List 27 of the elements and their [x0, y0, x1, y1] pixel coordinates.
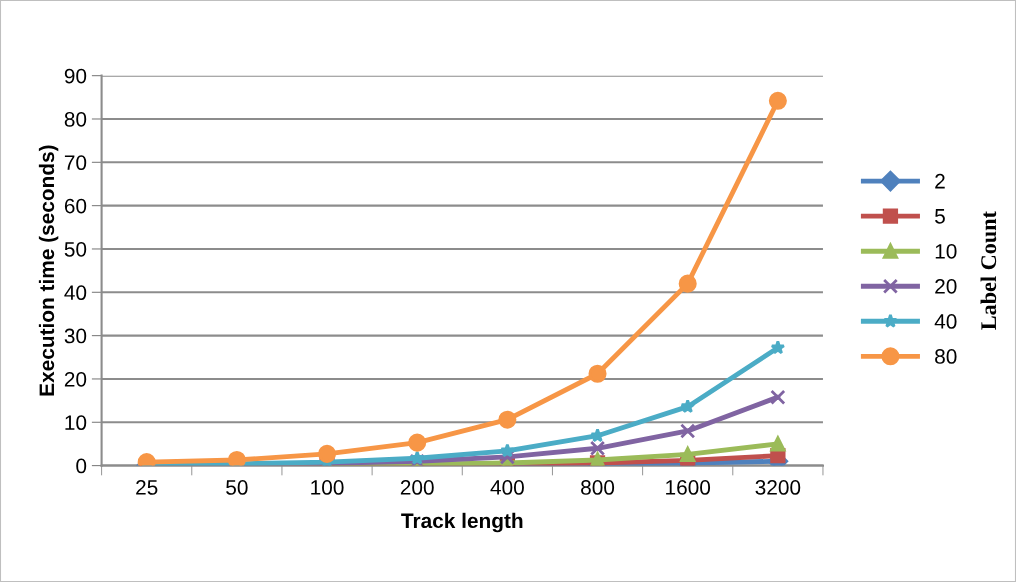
legend-label: 80	[935, 349, 957, 364]
legend-title: Label Count	[980, 211, 997, 330]
x-tick-label: 25	[136, 480, 158, 495]
y-tick-label: 70	[64, 155, 87, 171]
y-tick-label: 10	[65, 415, 87, 431]
y-tick-label: 40	[64, 285, 87, 301]
x-tick-label: 1600	[666, 480, 711, 495]
x-tick-label: 3200	[755, 480, 801, 495]
y-tick-label: 20	[64, 371, 87, 387]
legend-label: 40	[934, 314, 957, 329]
y-tick-label: 90	[64, 68, 87, 84]
legend-label: 5	[935, 209, 945, 224]
y-tick-label: 50	[64, 241, 87, 257]
y-tick-label: 30	[64, 328, 87, 344]
y-tick-label: 80	[64, 111, 87, 127]
y-tick-label: 60	[64, 198, 87, 214]
x-tick-label: 800	[581, 480, 615, 495]
x-axis-title: Track length	[401, 512, 523, 533]
legend-label: 2	[935, 173, 945, 189]
y-axis-title: Execution time (seconds)	[38, 145, 59, 396]
legend-label: 20	[935, 278, 957, 294]
legend-label: 10	[935, 243, 957, 259]
x-tick-label: 50	[226, 480, 248, 495]
x-tick-label: 200	[400, 480, 434, 495]
x-tick-label: 100	[311, 480, 344, 495]
x-tick-label: 400	[490, 480, 524, 495]
y-tick-label: 0	[76, 458, 87, 474]
